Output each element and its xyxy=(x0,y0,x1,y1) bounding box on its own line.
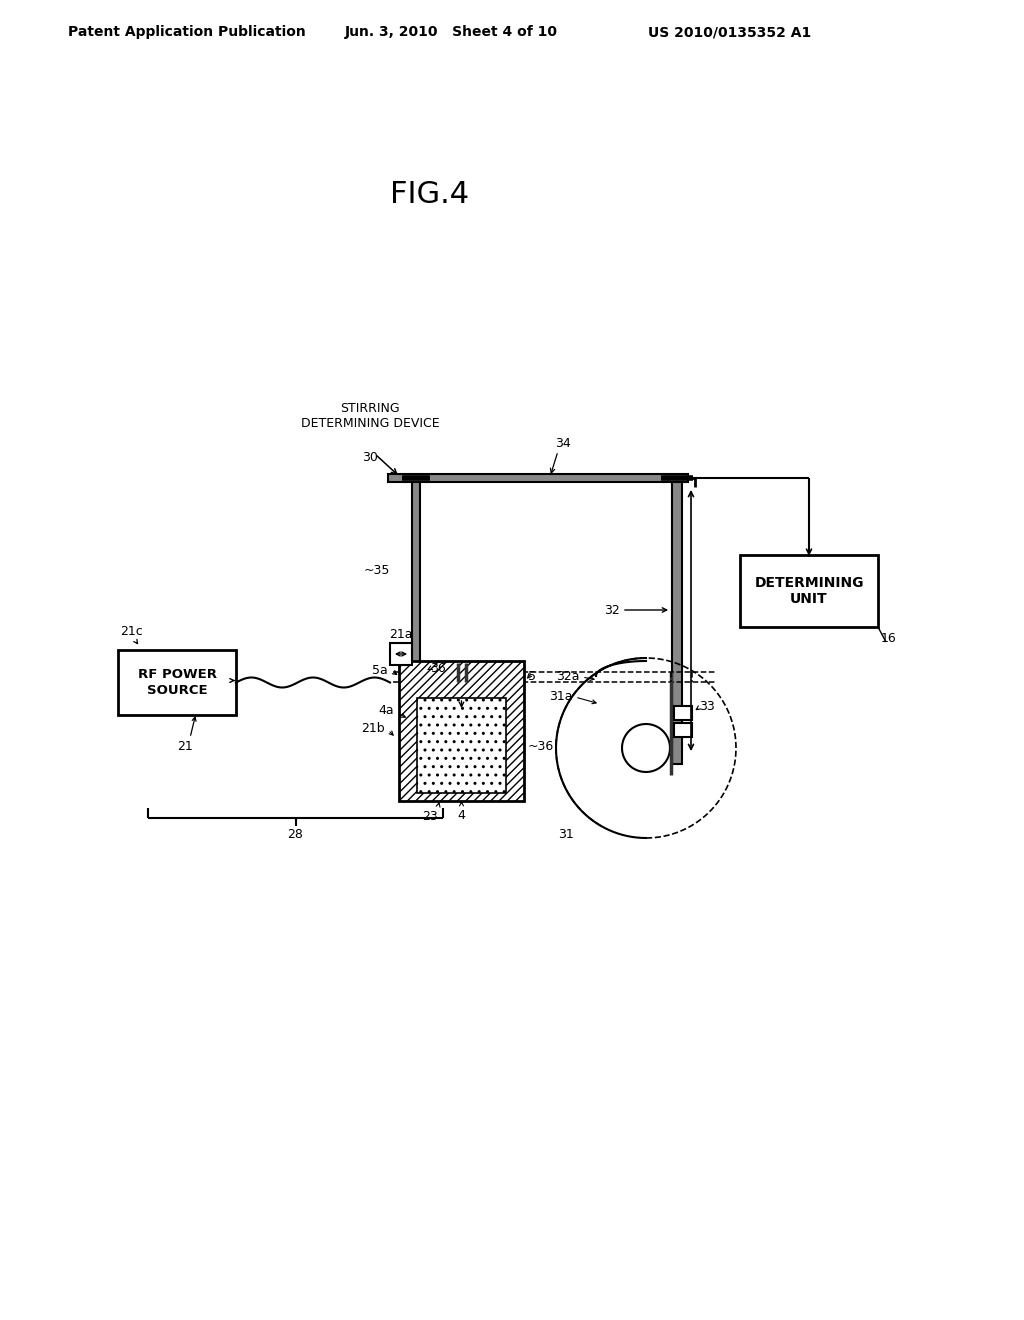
Bar xyxy=(408,667,426,684)
Text: 4a: 4a xyxy=(379,705,394,718)
Text: 31a: 31a xyxy=(550,690,573,704)
Text: FIG.4: FIG.4 xyxy=(390,180,469,209)
Text: 32: 32 xyxy=(604,603,620,616)
Bar xyxy=(388,474,688,482)
Text: ~36: ~36 xyxy=(528,739,554,752)
Text: 28: 28 xyxy=(288,828,303,841)
Text: 32a: 32a xyxy=(556,671,580,684)
Text: Jun. 3, 2010   Sheet 4 of 10: Jun. 3, 2010 Sheet 4 of 10 xyxy=(345,25,558,40)
Text: 31: 31 xyxy=(558,828,573,841)
Text: Patent Application Publication: Patent Application Publication xyxy=(68,25,306,40)
Bar xyxy=(672,482,682,764)
Text: ~35: ~35 xyxy=(364,564,390,577)
Text: DETERMINING
UNIT: DETERMINING UNIT xyxy=(755,576,864,606)
Bar xyxy=(740,554,878,627)
Bar xyxy=(118,649,236,715)
Bar xyxy=(674,723,692,737)
Text: 21: 21 xyxy=(177,741,193,752)
Text: 21b: 21b xyxy=(361,722,385,734)
Text: 33: 33 xyxy=(699,701,715,714)
Text: 30: 30 xyxy=(362,451,378,465)
Bar xyxy=(412,482,420,682)
Text: US 2010/0135352 A1: US 2010/0135352 A1 xyxy=(648,25,811,40)
Text: STIRRING
DETERMINING DEVICE: STIRRING DETERMINING DEVICE xyxy=(301,403,439,430)
Text: 23: 23 xyxy=(422,810,438,822)
Text: 21a: 21a xyxy=(389,628,413,642)
Text: RF POWER
SOURCE: RF POWER SOURCE xyxy=(137,668,216,697)
Bar xyxy=(399,661,524,801)
Text: 36: 36 xyxy=(430,663,445,676)
Text: 16: 16 xyxy=(881,632,897,645)
Text: 5a: 5a xyxy=(373,664,388,676)
Bar xyxy=(417,698,506,793)
Text: 4: 4 xyxy=(458,809,466,822)
Text: 21c: 21c xyxy=(120,624,142,638)
Text: 5: 5 xyxy=(528,669,536,682)
Text: 34: 34 xyxy=(555,437,570,450)
Bar xyxy=(674,706,692,719)
Bar xyxy=(390,643,412,665)
